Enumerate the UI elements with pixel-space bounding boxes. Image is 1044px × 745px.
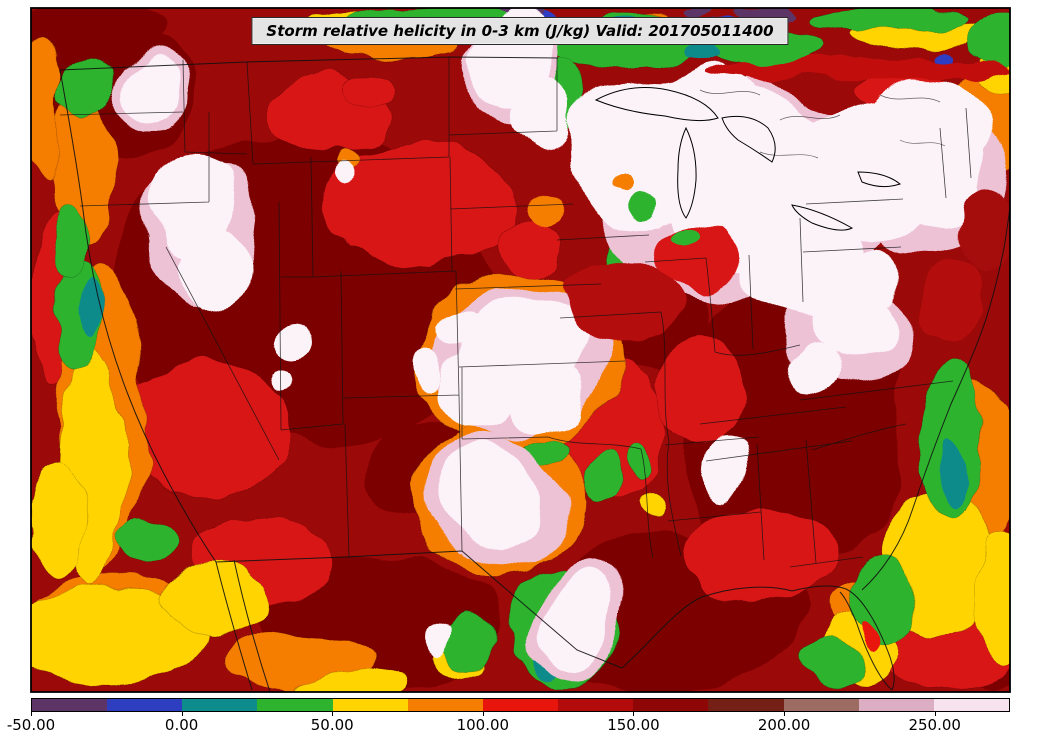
colorbar-segment <box>257 699 333 711</box>
state-boundaries <box>59 57 972 568</box>
colorbar-tick-label: -50.00 <box>6 716 56 734</box>
colorbar-tick-label: 100.00 <box>456 716 510 734</box>
colorbar-segment <box>332 699 408 711</box>
colorbar-tick-mark <box>934 712 936 716</box>
colorbar-segment <box>558 699 634 711</box>
map-frame <box>30 7 1011 693</box>
coastlines <box>59 56 1010 692</box>
colorbar-gradient <box>31 698 1010 712</box>
colorbar-tick-mark <box>784 712 786 716</box>
colorbar-segment <box>107 699 183 711</box>
colorbar-segment <box>32 699 108 711</box>
colorbar-segment <box>708 699 784 711</box>
colorbar-tick-label: 150.00 <box>607 716 660 734</box>
map-title-text: Storm relative helicity in 0-3 km (J/kg)… <box>266 22 774 40</box>
colorbar-tick-mark <box>482 712 484 716</box>
canada-hydro-lines <box>699 89 946 159</box>
colorbar-tick-label: 200.00 <box>757 716 811 734</box>
colorbar-tick-label: 250.00 <box>908 716 961 734</box>
colorbar: -50.00 0.00 50.00 100.00 150.00 200.00 250.00 <box>7 698 1010 734</box>
colorbar-segment <box>633 699 709 711</box>
colorbar-tick-labels: -50.00 0.00 50.00 100.00 150.00 200.00 250.00 <box>7 712 1010 734</box>
colorbar-segment <box>482 699 559 711</box>
colorbar-tick-mark <box>181 712 183 716</box>
colorbar-tick-mark <box>633 712 635 716</box>
colorbar-tick-label: 50.00 <box>310 716 354 734</box>
colorbar-tick-label: 0.00 <box>164 716 199 734</box>
colorbar-segment <box>858 699 934 711</box>
colorbar-tick-mark <box>31 712 32 716</box>
speckle-texture <box>31 8 1010 692</box>
great-lakes <box>594 87 902 231</box>
colorbar-segment <box>933 699 1010 711</box>
colorbar-segment <box>407 699 483 711</box>
map-title: Storm relative helicity in 0-3 km (J/kg)… <box>251 17 789 45</box>
colorbar-segment <box>783 699 859 711</box>
colorbar-tick-mark <box>332 712 334 716</box>
colorbar-segment <box>182 699 258 711</box>
